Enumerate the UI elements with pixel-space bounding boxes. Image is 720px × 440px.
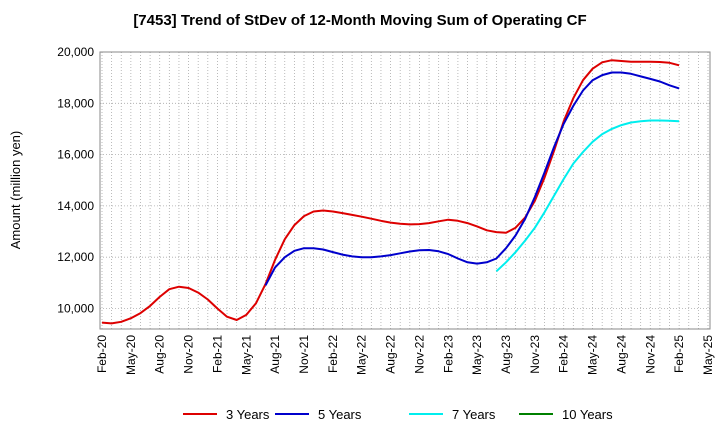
legend-label: 10 Years	[562, 407, 613, 422]
x-tick-label: Feb-21	[210, 335, 224, 373]
y-tick-label: 16,000	[57, 148, 94, 162]
y-tick-label: 12,000	[57, 250, 94, 264]
x-tick-label: Nov-20	[182, 335, 196, 374]
legend-label: 5 Years	[318, 407, 362, 422]
series-line-1	[101, 59, 680, 325]
x-tick-label: Aug-21	[268, 335, 282, 374]
y-tick-label: 14,000	[57, 199, 94, 213]
x-tick-label: Aug-23	[499, 335, 513, 374]
y-tick-label: 20,000	[57, 45, 94, 59]
x-tick-label: Aug-20	[153, 335, 167, 374]
plot-area	[100, 52, 710, 329]
x-axis-ticks: Feb-20 May-20 Aug-20 Nov-20 Feb-21 May-21 Aug-…	[95, 335, 715, 375]
y-axis-ticks: 10,000 12,000 14,000 16,000 18,000 20,000	[57, 45, 94, 315]
legend-label: 7 Years	[452, 407, 496, 422]
grid-lines	[100, 51, 710, 329]
x-tick-label: Nov-22	[412, 335, 426, 374]
x-tick-label: May-21	[239, 335, 253, 375]
x-tick-label: Nov-24	[643, 335, 657, 374]
x-tick-label: Nov-21	[297, 335, 311, 374]
x-tick-label: Aug-22	[384, 335, 398, 374]
x-tick-label: Feb-23	[441, 335, 455, 373]
series-line-2	[264, 71, 680, 286]
y-tick-label: 18,000	[57, 96, 94, 110]
x-tick-label: Aug-24	[614, 335, 628, 374]
x-tick-label: May-23	[470, 335, 484, 375]
x-tick-label: May-24	[586, 335, 600, 375]
y-tick-label: 10,000	[57, 301, 94, 315]
x-tick-label: May-22	[355, 335, 369, 375]
x-tick-label: May-25	[701, 335, 715, 375]
x-tick-label: Nov-23	[528, 335, 542, 374]
chart-title: [7453] Trend of StDev of 12-Month Moving…	[133, 12, 587, 29]
x-tick-label: Feb-25	[672, 335, 686, 373]
x-tick-label: Feb-20	[95, 335, 109, 373]
x-tick-label: Feb-24	[557, 335, 571, 373]
y-axis-label: Amount (million yen)	[8, 131, 23, 250]
x-tick-label: Feb-22	[326, 335, 340, 373]
x-tick-label: May-20	[124, 335, 138, 375]
series-line-3	[495, 119, 680, 273]
plot-border	[99, 51, 711, 330]
legend-label: 3 Years	[226, 407, 270, 422]
series-lines	[101, 59, 680, 325]
legend: 3 Years 5 Years 7 Years 10 Years	[183, 407, 613, 422]
